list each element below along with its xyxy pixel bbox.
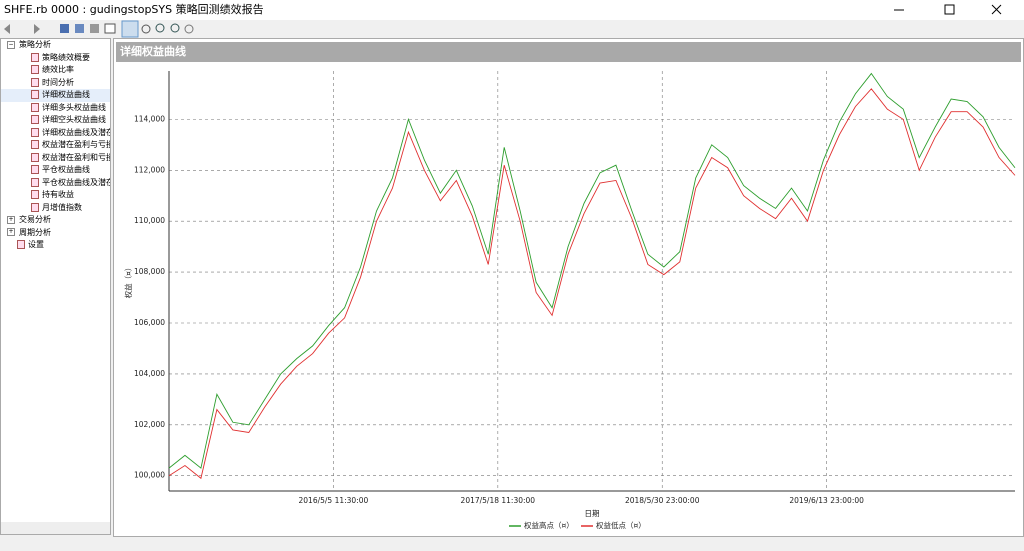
y-tick-label: 108,000 bbox=[134, 267, 165, 276]
tree-item[interactable]: 月增值指数 bbox=[1, 202, 110, 215]
tree-label: 月增值指数 bbox=[42, 202, 82, 212]
title-bar: SHFE.rb 0000 : gudingstopSYS 策略回测绩效报告 bbox=[0, 0, 1024, 20]
toolbar bbox=[0, 20, 1024, 38]
legend-label: 权益高点（¤） bbox=[524, 520, 574, 530]
copy-button[interactable] bbox=[75, 24, 84, 33]
y-tick-label: 104,000 bbox=[134, 369, 165, 378]
maximize-button[interactable] bbox=[944, 4, 955, 15]
window-title: SHFE.rb 0000 : gudingstopSYS 策略回测绩效报告 bbox=[4, 3, 264, 16]
tree-item[interactable]: 策略绩效概要 bbox=[1, 52, 110, 65]
x-tick-label: 2016/5/5 11:30:00 bbox=[299, 496, 369, 505]
series-line bbox=[168, 72, 1016, 469]
tree-label: 设置 bbox=[28, 240, 44, 249]
panel-title: 详细权益曲线 bbox=[116, 42, 1021, 62]
tree-label: 策略分析 bbox=[19, 40, 51, 49]
x-tick-label: 2018/5/30 23:00:00 bbox=[625, 496, 700, 505]
close-button[interactable] bbox=[991, 4, 1002, 15]
nav-tree: − 策略分析策略绩效概要 绩效比率时间分析详细权益曲线详细多头权益曲线 详细空头权益曲… bbox=[0, 38, 111, 535]
zoom-in-button[interactable] bbox=[155, 23, 165, 33]
tree-label: 绩效比率 bbox=[42, 65, 74, 74]
tree-label: 策略绩效概要 bbox=[42, 52, 90, 62]
tree-item[interactable]: 权益潜在盈利和亏损 bbox=[1, 152, 110, 165]
status-bar bbox=[0, 537, 1024, 551]
tree-item[interactable]: 时间分析 bbox=[1, 77, 110, 90]
tree-item[interactable]: 平仓权益曲线及潜在 bbox=[1, 177, 110, 190]
tree-item[interactable]: 详细多头权益曲线 bbox=[1, 102, 110, 115]
tree-label: 详细多头权益曲线 bbox=[42, 102, 106, 112]
tree-item[interactable]: 绩效比率 bbox=[1, 64, 110, 77]
table-button[interactable] bbox=[104, 23, 116, 34]
tree-node[interactable]: + 交易分析 bbox=[7, 215, 51, 224]
legend-label: 权益低点（¤） bbox=[596, 520, 646, 530]
x-tick-label: 2017/5/18 11:30:00 bbox=[461, 496, 536, 505]
print-button[interactable] bbox=[90, 24, 99, 33]
tree-label: 权益潜在盈利与亏损 bbox=[42, 140, 111, 149]
tree-node[interactable]: + 周期分析 bbox=[7, 227, 51, 237]
tree-node[interactable]: 设置 bbox=[1, 239, 110, 252]
tree-label: 权益潜在盈利和亏损 bbox=[42, 152, 111, 162]
y-axis-label: 权益（¤） bbox=[123, 264, 133, 299]
report-panel: 详细权益曲线 100,000 102,000 104,000 106,000 108,0… bbox=[113, 38, 1024, 537]
tree-item[interactable]: 平仓权益曲线 bbox=[1, 164, 110, 177]
tree-label: 周期分析 bbox=[19, 227, 51, 237]
y-tick-label: 100,000 bbox=[134, 471, 165, 480]
tree-label: 持有收益 bbox=[42, 190, 74, 199]
window-controls bbox=[894, 4, 1002, 15]
tree-label: 详细权益曲线及潜在 bbox=[42, 127, 111, 137]
tree-item[interactable]: 详细权益曲线及潜在 bbox=[1, 127, 110, 140]
forward-button[interactable] bbox=[34, 24, 40, 34]
chart: 100,000 102,000 104,000 106,000 108,000 110,0… bbox=[123, 71, 1016, 530]
tree-label: 时间分析 bbox=[42, 77, 74, 87]
h-scrollbar bbox=[1, 521, 110, 534]
cursor-button[interactable] bbox=[121, 20, 139, 38]
series-line bbox=[168, 88, 1016, 480]
zoom-out-button[interactable] bbox=[170, 23, 180, 33]
y-tick-label: 112,000 bbox=[134, 165, 165, 174]
reset-button[interactable] bbox=[184, 24, 194, 34]
tree-label: 平仓权益曲线及潜在 bbox=[42, 177, 111, 187]
back-button[interactable] bbox=[4, 24, 10, 34]
y-tick-label: 114,000 bbox=[134, 114, 165, 123]
tree-item[interactable]: 详细权益曲线 bbox=[1, 89, 110, 102]
tree-node[interactable]: − 策略分析 bbox=[7, 40, 51, 49]
pan-button[interactable] bbox=[141, 24, 151, 34]
tree-item[interactable]: 详细空头权益曲线 bbox=[1, 114, 110, 127]
y-tick-label: 106,000 bbox=[134, 318, 165, 327]
y-tick-label: 110,000 bbox=[134, 216, 165, 225]
tree-item[interactable]: 持有收益 bbox=[1, 189, 110, 202]
tree-label: 平仓权益曲线 bbox=[42, 165, 90, 174]
x-tick-label: 2019/6/13 23:00:00 bbox=[789, 496, 864, 505]
tree-label: 详细空头权益曲线 bbox=[42, 115, 106, 124]
tree-label: 交易分析 bbox=[19, 215, 51, 224]
y-tick-label: 102,000 bbox=[134, 420, 165, 429]
x-axis-label: 日期 bbox=[585, 509, 600, 518]
tree-item[interactable]: 权益潜在盈利与亏损 bbox=[1, 139, 110, 152]
save-button[interactable] bbox=[60, 24, 69, 33]
tree-label: 详细权益曲线 bbox=[42, 90, 90, 99]
